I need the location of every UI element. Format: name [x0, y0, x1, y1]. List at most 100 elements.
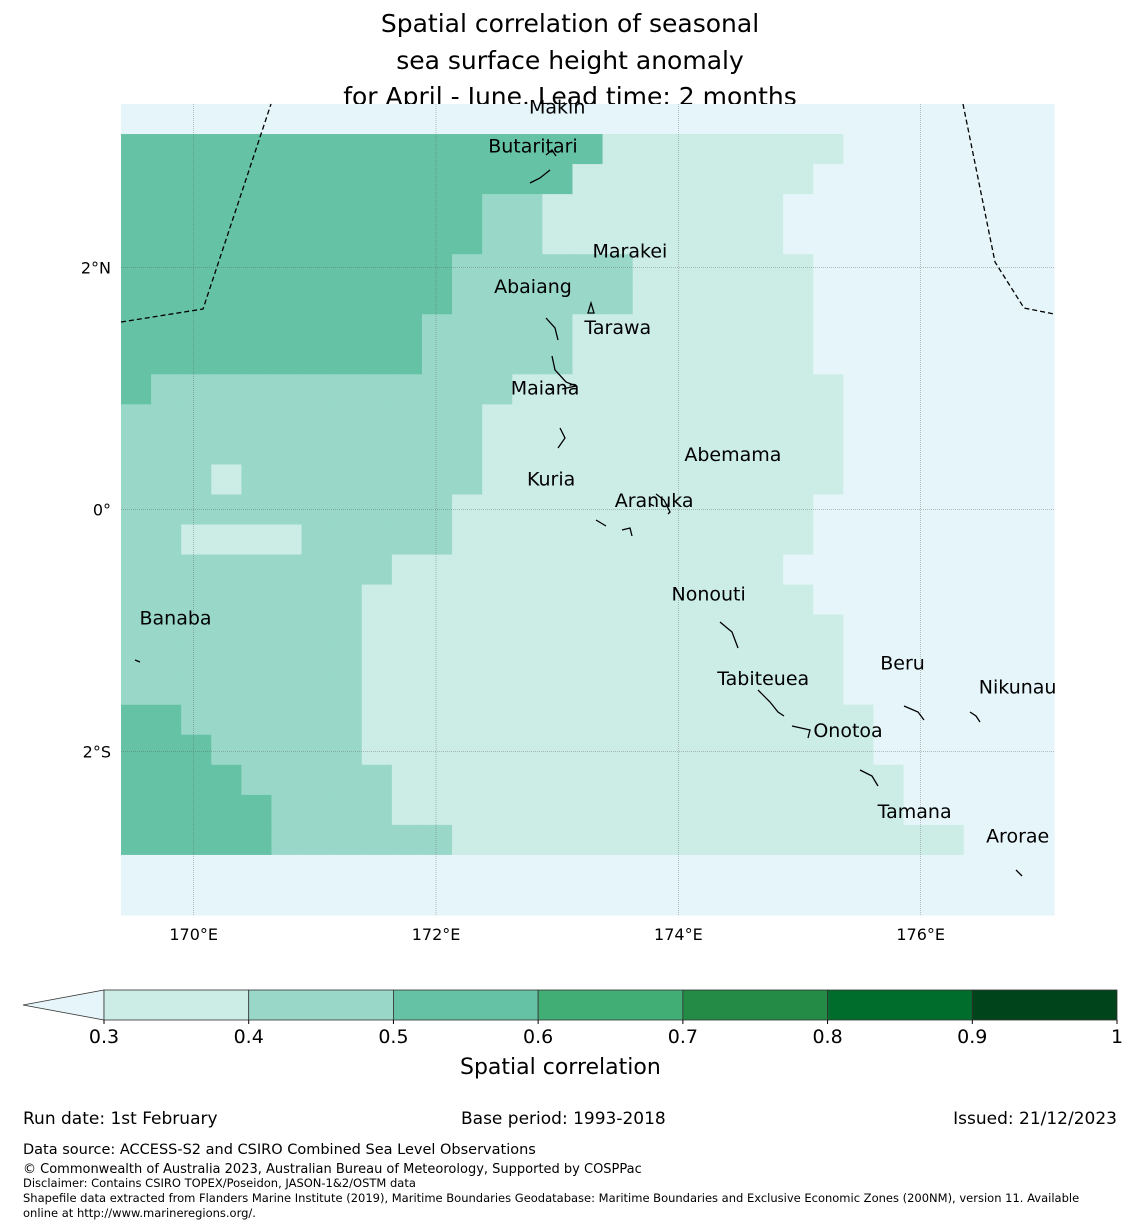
issued-date: Issued: 21/12/2023 — [953, 1109, 1117, 1129]
correlation-cell — [452, 824, 483, 856]
correlation-cell — [121, 884, 152, 916]
correlation-cell — [211, 704, 242, 736]
place-label: Butaritari — [488, 135, 577, 157]
correlation-cell — [783, 854, 814, 886]
correlation-cell — [391, 524, 423, 556]
correlation-cell — [572, 524, 604, 556]
correlation-cell — [452, 464, 483, 496]
correlation-cell — [211, 884, 242, 916]
correlation-cell — [813, 824, 844, 856]
correlation-cell — [121, 224, 152, 255]
correlation-cell — [542, 674, 574, 706]
correlation-cell — [482, 494, 513, 526]
correlation-cell — [933, 584, 965, 616]
correlation-cell — [662, 674, 694, 706]
correlation-cell — [572, 794, 604, 826]
correlation-cell — [151, 614, 182, 646]
correlation-cell — [331, 134, 363, 165]
correlation-cell — [1023, 884, 1055, 916]
correlation-cell — [421, 104, 453, 135]
correlation-cell — [602, 374, 634, 405]
correlation-cell — [181, 134, 212, 165]
correlation-cell — [121, 374, 152, 405]
copyright: © Commonwealth of Australia 2023, Austra… — [23, 1162, 642, 1177]
correlation-cell — [843, 344, 875, 375]
correlation-cell — [632, 584, 664, 616]
correlation-cell — [963, 434, 995, 466]
correlation-cell — [572, 854, 604, 886]
correlation-cell — [181, 644, 212, 676]
correlation-cell — [1023, 794, 1055, 826]
correlation-cell — [692, 884, 724, 916]
correlation-cell — [301, 314, 333, 345]
correlation-cell — [121, 794, 152, 826]
correlation-cell — [843, 104, 875, 135]
correlation-cell — [963, 794, 995, 826]
correlation-cell — [181, 764, 212, 796]
correlation-cell — [722, 554, 754, 586]
correlation-cell — [121, 704, 152, 736]
correlation-cell — [361, 884, 393, 916]
correlation-cell — [421, 404, 453, 436]
correlation-cell — [512, 134, 543, 165]
correlation-cell — [301, 494, 333, 526]
island-outline — [595, 519, 633, 537]
correlation-cell — [331, 524, 363, 556]
correlation-cell — [843, 314, 875, 345]
correlation-cell — [602, 434, 634, 466]
place-label: Beru — [880, 652, 925, 674]
correlation-cell — [903, 704, 935, 736]
correlation-cell — [482, 614, 513, 646]
place-label: Tamana — [877, 801, 952, 823]
correlation-cell — [151, 734, 182, 766]
correlation-cell — [542, 374, 574, 405]
correlation-cell — [662, 134, 694, 165]
correlation-cell — [873, 794, 905, 826]
title-line-1: Spatial correlation of seasonal — [380, 9, 760, 38]
correlation-cell — [301, 734, 333, 766]
correlation-cell — [662, 734, 694, 766]
correlation-cell — [692, 614, 724, 646]
correlation-cell — [783, 404, 814, 436]
correlation-cell — [241, 494, 273, 526]
island-outline — [969, 711, 981, 723]
correlation-cell — [933, 734, 965, 766]
correlation-cell — [1023, 704, 1055, 736]
correlation-cell — [692, 794, 724, 826]
correlation-cell — [301, 284, 333, 315]
correlation-cell — [452, 854, 483, 886]
correlation-cell — [121, 674, 152, 706]
correlation-cell — [602, 734, 634, 766]
place-label: Marakei — [593, 241, 668, 263]
correlation-cell — [993, 314, 1025, 345]
correlation-cell — [421, 164, 453, 195]
correlation-cell — [632, 734, 664, 766]
correlation-cell — [121, 614, 152, 646]
correlation-cell — [572, 374, 604, 405]
correlation-cell — [843, 584, 875, 616]
correlation-cell — [482, 104, 513, 135]
correlation-cell — [361, 764, 393, 796]
correlation-cell — [843, 704, 875, 736]
correlation-cell — [993, 704, 1025, 736]
correlation-cell — [1023, 614, 1055, 646]
correlation-cell — [903, 104, 935, 135]
disclaimer: Disclaimer: Contains CSIRO TOPEX/Poseido… — [23, 1176, 416, 1190]
correlation-cell — [722, 314, 754, 345]
place-label: Tarawa — [583, 317, 651, 339]
correlation-cell — [151, 254, 182, 285]
correlation-cell — [211, 794, 242, 826]
correlation-cell — [271, 704, 303, 736]
correlation-cell — [993, 554, 1025, 586]
correlation-cell — [753, 494, 784, 526]
correlation-cell — [602, 224, 634, 255]
correlation-cell — [241, 554, 273, 586]
correlation-cell — [903, 524, 935, 556]
correlation-cell — [391, 194, 423, 225]
correlation-cell — [572, 884, 604, 916]
correlation-cell — [632, 464, 664, 496]
correlation-cell — [271, 734, 303, 766]
place-label: Nonouti — [672, 583, 746, 605]
correlation-cell — [632, 704, 664, 736]
correlation-cell — [753, 704, 784, 736]
